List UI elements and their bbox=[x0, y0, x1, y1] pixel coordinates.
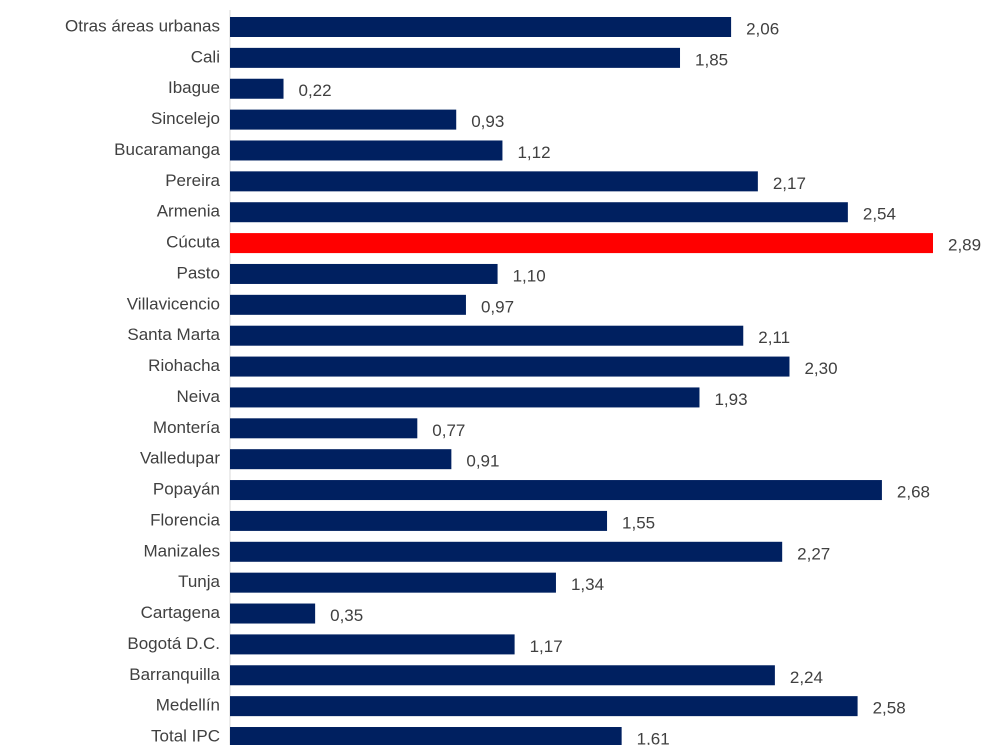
category-label: Cartagena bbox=[141, 603, 221, 622]
category-label: Valledupar bbox=[140, 449, 220, 468]
value-label: 1,61 bbox=[637, 729, 670, 745]
bar bbox=[230, 171, 758, 191]
category-label: Cúcuta bbox=[166, 233, 220, 252]
value-label: 0,77 bbox=[432, 421, 465, 440]
bar bbox=[230, 233, 933, 253]
category-label: Neiva bbox=[177, 387, 221, 406]
bar bbox=[230, 140, 502, 160]
value-label: 1,12 bbox=[517, 143, 550, 162]
value-label: 0,91 bbox=[466, 452, 499, 471]
bar bbox=[230, 387, 699, 407]
value-label: 0,22 bbox=[299, 81, 332, 100]
category-label: Sincelejo bbox=[151, 109, 220, 128]
value-label: 2,68 bbox=[897, 483, 930, 502]
bar bbox=[230, 696, 858, 716]
category-label: Montería bbox=[153, 418, 221, 437]
value-label: 2,58 bbox=[873, 699, 906, 718]
value-label: 1,85 bbox=[695, 50, 728, 69]
category-label: Villavicencio bbox=[127, 294, 220, 313]
category-label: Pereira bbox=[165, 171, 220, 190]
bar bbox=[230, 202, 848, 222]
category-label: Medellín bbox=[156, 696, 220, 715]
category-label: Ibague bbox=[168, 78, 220, 97]
page: {"chart_data": {"type": "barh", "categor… bbox=[0, 0, 995, 745]
bar bbox=[230, 449, 451, 469]
value-label: 2,24 bbox=[790, 668, 823, 687]
category-label: Otras áreas urbanas bbox=[65, 16, 220, 35]
value-label: 2,30 bbox=[804, 359, 837, 378]
value-label: 2,11 bbox=[758, 328, 790, 347]
value-label: 1,55 bbox=[622, 513, 655, 532]
bar bbox=[230, 357, 789, 377]
bar bbox=[230, 295, 466, 315]
value-label: 2,17 bbox=[773, 174, 806, 193]
bar bbox=[230, 665, 775, 685]
category-label: Popayán bbox=[153, 480, 220, 499]
value-label: 1,93 bbox=[714, 390, 747, 409]
value-label: 0,97 bbox=[481, 297, 514, 316]
category-label: Riohacha bbox=[148, 356, 220, 375]
value-label: 1,34 bbox=[571, 575, 604, 594]
bar bbox=[230, 542, 782, 562]
chart: Otras áreas urbanas 2,06 Cali 1,85 Ibague 0,2… bbox=[0, 0, 995, 745]
category-label: Bogotá D.C. bbox=[127, 634, 220, 653]
value-label: 2,27 bbox=[797, 544, 830, 563]
bar bbox=[230, 79, 284, 99]
bar bbox=[230, 418, 417, 438]
value-label: 0,35 bbox=[330, 606, 363, 625]
value-label: 2,89 bbox=[948, 236, 981, 255]
category-label: Bucaramanga bbox=[114, 140, 220, 159]
category-label: Florencia bbox=[150, 510, 220, 529]
bar bbox=[230, 634, 515, 654]
category-label: Barranquilla bbox=[129, 665, 220, 684]
value-label: 0,93 bbox=[471, 112, 504, 131]
category-label: Pasto bbox=[177, 263, 220, 282]
category-label: Armenia bbox=[157, 202, 221, 221]
category-label: Tunja bbox=[178, 572, 220, 591]
category-label: Total IPC bbox=[151, 726, 220, 745]
value-label: 2,06 bbox=[746, 19, 779, 38]
category-label: Cali bbox=[191, 47, 220, 66]
bar bbox=[230, 110, 456, 130]
bar bbox=[230, 511, 607, 531]
category-label: Santa Marta bbox=[127, 325, 220, 344]
category-label: Manizales bbox=[143, 541, 220, 560]
bar bbox=[230, 17, 731, 37]
bar bbox=[230, 48, 680, 68]
bar bbox=[230, 604, 315, 624]
value-label: 1,10 bbox=[513, 266, 546, 285]
bar bbox=[230, 573, 556, 593]
value-label: 2,54 bbox=[863, 205, 896, 224]
bar bbox=[230, 480, 882, 500]
bar bbox=[230, 727, 622, 745]
value-label: 1,17 bbox=[530, 637, 563, 656]
bar bbox=[230, 264, 498, 284]
bar bbox=[230, 326, 743, 346]
